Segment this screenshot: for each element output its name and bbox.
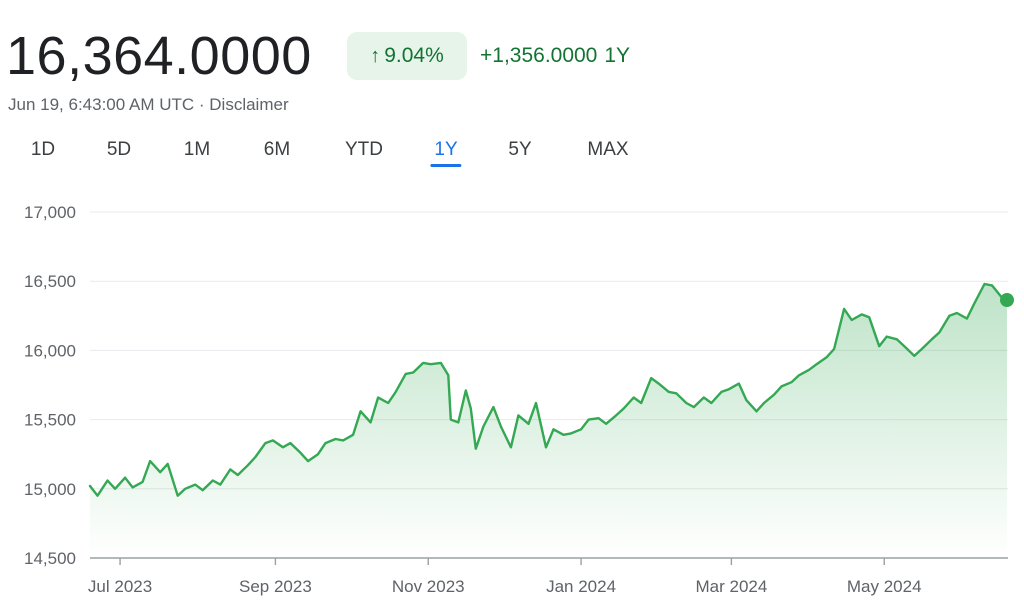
change-period: 1Y: [604, 44, 631, 67]
arrow-up-icon: ↑: [370, 44, 381, 67]
y-tick-label: 15,500: [24, 411, 76, 430]
x-tick-label: Nov 2023: [392, 577, 465, 596]
tab-1y[interactable]: 1Y: [430, 136, 462, 167]
y-tick-label: 16,000: [24, 341, 76, 360]
price-timestamp: Jun 19, 6:43:00 AM UTC · Disclaimer: [8, 95, 289, 114]
y-tick-label: 16,500: [24, 272, 76, 291]
time-range-tabs: 1D 5D 1M 6M YTD 1Y 5Y MAX: [0, 136, 700, 172]
y-tick-label: 17,000: [24, 203, 76, 222]
tab-1d[interactable]: 1D: [30, 139, 56, 160]
tab-6m[interactable]: 6M: [263, 139, 291, 160]
x-tick-label: May 2024: [847, 577, 922, 596]
y-tick-label: 14,500: [24, 549, 76, 568]
series-area: [90, 284, 1007, 558]
tab-max[interactable]: MAX: [587, 139, 629, 160]
tab-5y[interactable]: 5Y: [508, 139, 532, 160]
y-tick-label: 15,000: [24, 480, 76, 499]
absolute-change: +1,356.0000 1Y: [480, 40, 630, 72]
tab-ytd[interactable]: YTD: [345, 139, 383, 160]
percent-change-badge: ↑ 9.04%: [347, 32, 467, 80]
x-tick-label: Mar 2024: [695, 577, 767, 596]
tab-5d[interactable]: 5D: [106, 139, 132, 160]
current-price: 16,364.0000: [6, 26, 312, 86]
absolute-change-value: +1,356.0000: [480, 44, 598, 67]
x-tick-label: Jul 2023: [88, 577, 152, 596]
series-line: [88, 282, 1009, 497]
tab-1m[interactable]: 1M: [183, 139, 211, 160]
x-tick-label: Sep 2023: [239, 577, 312, 596]
x-tick-label: Jan 2024: [546, 577, 616, 596]
current-price-dot[interactable]: [1000, 293, 1014, 308]
percent-change-value: 9.04%: [384, 44, 444, 67]
